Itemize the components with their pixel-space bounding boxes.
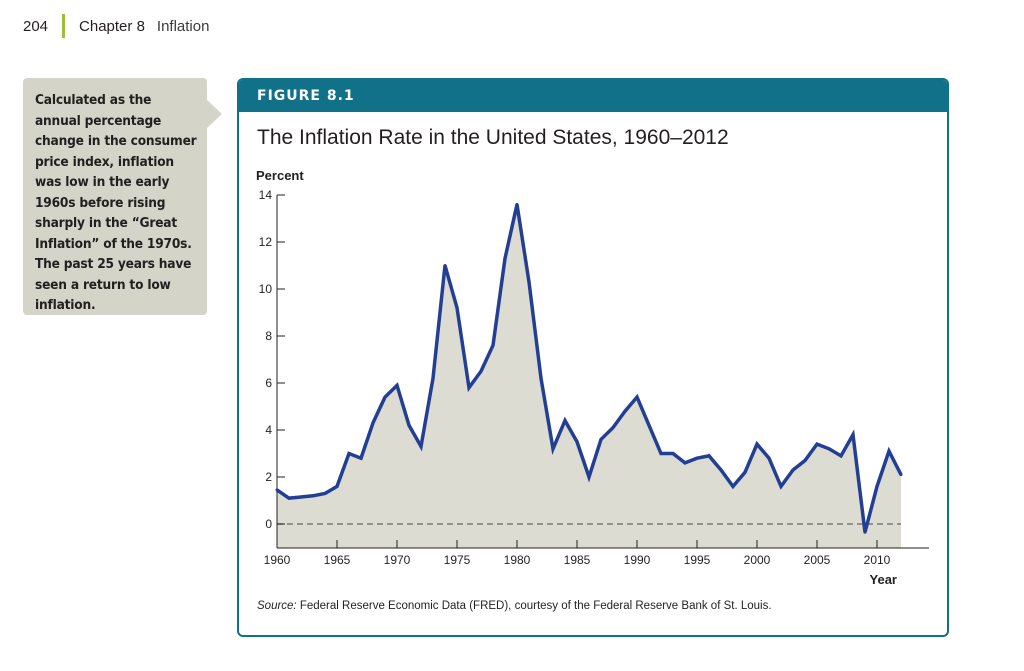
- data-point: [335, 484, 339, 488]
- source-label: Source:: [257, 600, 297, 612]
- y-tick-label: 6: [265, 376, 272, 390]
- data-point: [659, 452, 663, 455]
- data-point: [779, 484, 783, 488]
- y-axis-label: Percent: [256, 168, 304, 183]
- data-point: [623, 409, 627, 413]
- y-tick-label: 0: [265, 517, 272, 531]
- data-point: [287, 496, 291, 500]
- data-point: [503, 256, 507, 260]
- data-point: [371, 421, 375, 425]
- x-tick-label: 1965: [324, 553, 351, 567]
- data-point: [491, 343, 495, 347]
- data-point: [407, 423, 411, 427]
- data-point: [575, 440, 579, 444]
- data-point: [443, 264, 447, 267]
- callout-text: Calculated as the annual percentage chan…: [35, 92, 197, 313]
- data-point: [635, 395, 639, 399]
- chapter-label: Chapter 8: [79, 17, 145, 35]
- y-tick-label: 4: [265, 423, 272, 437]
- data-point: [347, 452, 351, 455]
- data-point: [815, 442, 819, 446]
- x-tick-label: 1980: [504, 553, 531, 567]
- figure-header: FIGURE 8.1: [239, 80, 947, 112]
- data-point: [743, 470, 747, 474]
- data-point: [899, 473, 903, 477]
- data-point: [599, 437, 603, 441]
- figure-label: FIGURE 8.1: [257, 88, 355, 104]
- data-point: [647, 423, 651, 427]
- data-point: [851, 433, 855, 437]
- data-point: [479, 369, 483, 373]
- data-point: [455, 306, 459, 310]
- x-tick-label: 2005: [804, 553, 831, 567]
- data-point: [467, 386, 471, 390]
- x-tick-label: 1975: [444, 553, 471, 567]
- data-point: [551, 447, 555, 451]
- data-point: [299, 495, 303, 499]
- data-point: [863, 530, 867, 534]
- data-point: [695, 456, 699, 460]
- y-tick-label: 8: [265, 329, 272, 343]
- data-point: [515, 202, 519, 206]
- y-tick-label: 10: [259, 282, 273, 296]
- data-point: [383, 395, 387, 399]
- data-point: [539, 376, 543, 380]
- x-axis-label: Year: [870, 572, 897, 587]
- x-tick-label: 1995: [684, 553, 711, 567]
- area-fill: [277, 204, 901, 548]
- figure-box: FIGURE 8.1 The Inflation Rate in the Uni…: [237, 78, 949, 637]
- running-header: 204 Chapter 8 Inflation: [23, 14, 209, 38]
- data-point: [731, 484, 735, 488]
- data-point: [887, 449, 891, 453]
- data-point: [791, 468, 795, 472]
- x-tick-label: 1985: [564, 553, 591, 567]
- data-point: [827, 447, 831, 451]
- page-number: 204: [23, 17, 49, 35]
- data-point: [275, 488, 279, 492]
- data-point: [803, 459, 807, 463]
- data-point: [431, 376, 435, 380]
- chapter-topic: Inflation: [156, 17, 210, 35]
- data-point: [563, 419, 567, 423]
- x-tick-label: 2000: [744, 553, 771, 567]
- y-tick-label: 12: [259, 235, 273, 249]
- y-tick-label: 14: [259, 188, 273, 202]
- data-point: [767, 456, 771, 460]
- x-tick-label: 1990: [624, 553, 651, 567]
- x-tick-label: 2010: [864, 553, 891, 567]
- source-note: Source: Federal Reserve Economic Data (F…: [257, 600, 772, 612]
- data-point: [395, 383, 399, 387]
- chart-title: The Inflation Rate in the United States,…: [257, 126, 729, 149]
- data-point: [875, 484, 879, 488]
- x-tick-label: 1970: [384, 553, 411, 567]
- data-point: [323, 491, 327, 495]
- data-point: [839, 454, 843, 458]
- data-point: [611, 426, 615, 430]
- data-point: [359, 456, 363, 460]
- data-point: [719, 468, 723, 472]
- y-tick-label: 2: [265, 470, 272, 484]
- data-point: [527, 280, 531, 284]
- data-point: [707, 454, 711, 458]
- x-tick-label: 1960: [264, 553, 291, 567]
- data-point: [755, 442, 759, 446]
- data-point: [311, 494, 315, 498]
- header-divider: [62, 14, 66, 38]
- inflation-chart: 0 2 4 6 8 10 12 14 Percent 1960 1965 1970 1975 1980 19…: [256, 168, 929, 587]
- source-text: Federal Reserve Economic Data (FRED), co…: [296, 600, 772, 612]
- margin-callout: Calculated as the annual percentage chan…: [23, 78, 222, 315]
- data-point: [587, 475, 591, 479]
- data-point: [683, 461, 687, 465]
- data-point: [419, 444, 423, 448]
- data-point: [671, 452, 675, 455]
